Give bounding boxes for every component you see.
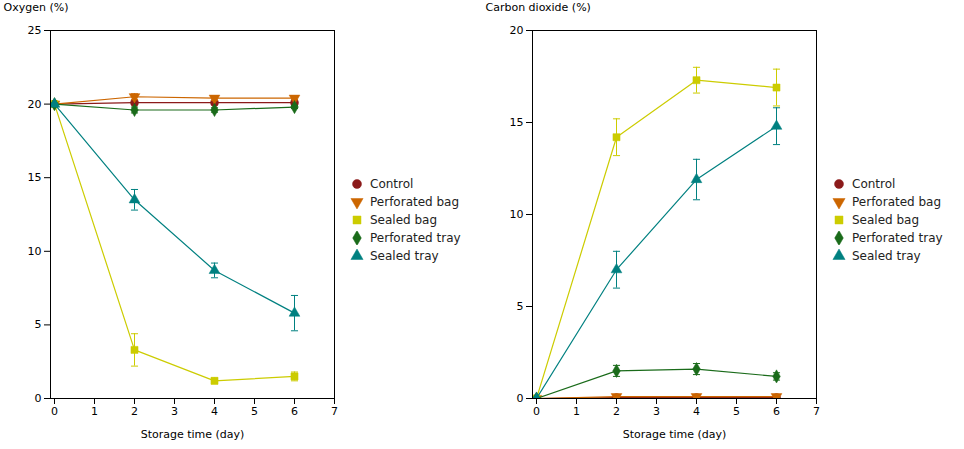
svg-text:0: 0 [35, 392, 42, 405]
svg-text:Storage time (day): Storage time (day) [623, 428, 727, 441]
svg-text:1: 1 [91, 405, 98, 418]
svg-text:3: 3 [171, 405, 178, 418]
svg-text:10: 10 [28, 245, 42, 258]
svg-text:20: 20 [510, 24, 524, 37]
svg-text:1: 1 [573, 405, 580, 418]
svg-text:0: 0 [533, 405, 540, 418]
svg-text:3: 3 [653, 405, 660, 418]
svg-text:5: 5 [35, 318, 42, 331]
svg-text:6: 6 [773, 405, 780, 418]
svg-text:0: 0 [51, 405, 58, 418]
svg-text:15: 15 [510, 116, 524, 129]
html-text:Sealed bag: Sealed bag [370, 213, 438, 227]
svg-text:7: 7 [813, 405, 820, 418]
svg-text:5: 5 [517, 300, 524, 313]
svg-text:2: 2 [613, 405, 620, 418]
svg-text:15: 15 [28, 171, 42, 184]
svg-text:5: 5 [251, 405, 258, 418]
html-text:Sealed tray: Sealed tray [852, 249, 921, 263]
svg-text:Oxygen (%): Oxygen (%) [4, 1, 69, 14]
svg-text:0: 0 [517, 392, 524, 405]
html-text:Perforated tray: Perforated tray [852, 231, 943, 245]
svg-text:5: 5 [733, 405, 740, 418]
html-text:Sealed tray: Sealed tray [370, 249, 439, 263]
svg-text:2: 2 [131, 405, 138, 418]
html-text:Perforated bag: Perforated bag [852, 195, 942, 209]
html-text:Control: Control [370, 177, 414, 191]
html-text:Sealed bag: Sealed bag [852, 213, 920, 227]
html-text:Perforated bag: Perforated bag [370, 195, 460, 209]
svg-text:6: 6 [291, 405, 298, 418]
svg-text:10: 10 [510, 208, 524, 221]
svg-text:25: 25 [28, 24, 42, 37]
svg-text:7: 7 [331, 405, 338, 418]
svg-text:4: 4 [211, 405, 218, 418]
html-text:Control: Control [852, 177, 896, 191]
svg-text:Carbon dioxide (%): Carbon dioxide (%) [486, 1, 591, 14]
svg-text:Storage time (day): Storage time (day) [141, 428, 245, 441]
html-text:Perforated tray: Perforated tray [370, 231, 461, 245]
svg-text:4: 4 [693, 405, 700, 418]
svg-text:20: 20 [28, 98, 42, 111]
